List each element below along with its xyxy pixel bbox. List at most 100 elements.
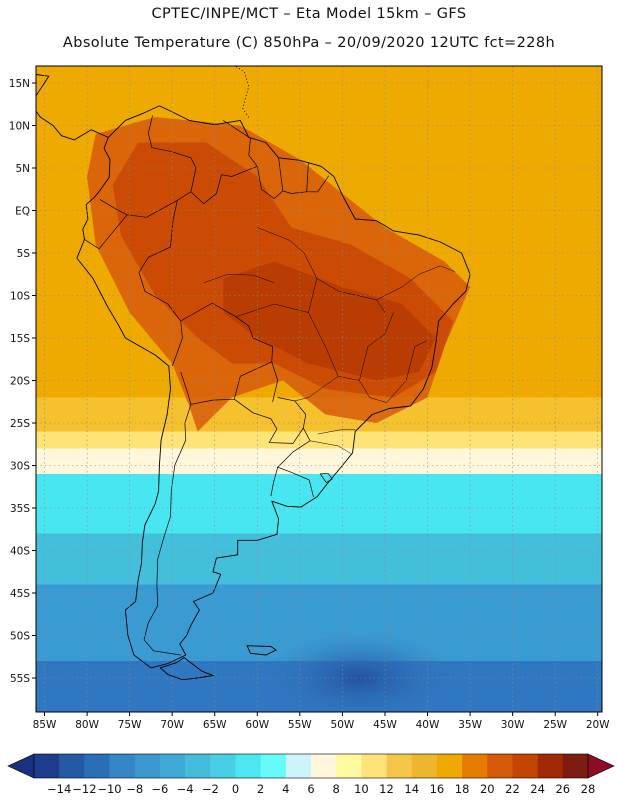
warm-core-inner <box>223 261 436 381</box>
cold-core-shading <box>264 633 455 712</box>
lon-tick-label: 40W <box>416 719 440 731</box>
colorbar-swatch <box>411 754 438 778</box>
lon-tick-label: 65W <box>203 719 227 731</box>
colorbar-swatch <box>159 754 186 778</box>
lat-tick-label: 40S <box>10 546 30 558</box>
colorbar-swatch <box>537 754 564 778</box>
lon-tick-label: 70W <box>160 719 184 731</box>
country-border <box>234 397 307 444</box>
tierra-del-fuego-coastline <box>159 657 215 681</box>
colorbar-label: 18 <box>455 782 470 796</box>
lat-tick-label: 45S <box>10 588 30 600</box>
colorbar-swatch <box>59 754 85 778</box>
colorbar-swatch <box>487 754 513 778</box>
colorbar-label: −6 <box>151 782 168 796</box>
country-border <box>256 166 330 200</box>
colorbar-swatch <box>436 754 463 778</box>
colorbar-swatch <box>336 754 362 778</box>
state-border <box>310 440 352 454</box>
temperature-band <box>36 533 602 586</box>
lat-tick-label: 25S <box>10 418 30 430</box>
country-border <box>278 157 284 191</box>
map-title: CPTEC/INPE/MCT – Eta Model 15km – GFS <box>151 6 467 22</box>
colorbar-swatch <box>512 754 538 778</box>
country-border <box>143 404 192 656</box>
colorbar-label: 8 <box>333 782 340 796</box>
map-subtitle: Absolute Temperature (C) 850hPa – 20/09/… <box>62 35 556 51</box>
temperature-band <box>36 448 602 475</box>
state-border <box>317 429 356 435</box>
lon-tick-label: 85W <box>33 719 57 731</box>
state-border <box>359 312 394 381</box>
country-border <box>270 467 279 497</box>
colorbar-swatch <box>462 754 488 778</box>
lon-tick-label: 60W <box>245 719 269 731</box>
lat-tick-label: 10N <box>9 121 30 133</box>
colorbar-swatch <box>84 754 110 778</box>
lat-tick-label: 30S <box>10 461 30 473</box>
country-border <box>190 120 258 205</box>
lat-tick-label: 5N <box>15 163 30 175</box>
colorbar-swatch <box>235 754 261 778</box>
colorbar-over-arrow <box>587 753 615 779</box>
lat-tick-label: EQ <box>15 206 30 218</box>
colorbar-label: 4 <box>282 782 289 796</box>
colorbar-label: 20 <box>480 782 495 796</box>
coastline-and-borders <box>36 66 471 681</box>
lat-tick-label: 50S <box>10 631 30 643</box>
colorbar-swatch <box>361 754 387 778</box>
temperature-band <box>36 431 602 450</box>
colorbar-label: −12 <box>72 782 96 796</box>
colorbar-label: −8 <box>126 782 143 796</box>
temperature-band <box>36 474 602 535</box>
colorbar-swatch <box>109 754 136 778</box>
lon-tick-label: 30W <box>501 719 525 731</box>
colorbar-label: 28 <box>581 782 596 796</box>
state-border <box>386 340 428 403</box>
colorbar-swatch <box>562 754 589 778</box>
colorbar-swatch <box>386 754 413 778</box>
lat-tick-label: 55S <box>10 673 30 685</box>
map-axes: 15N 10N 5N EQ 5S 10S 15S 20S 25S 30S 35S 40S 45S 50S 5… <box>9 78 610 731</box>
colorbar-label: 0 <box>232 782 239 796</box>
lat-tick-label: 5S <box>17 248 31 260</box>
colorbar-label: −10 <box>97 782 121 796</box>
colorbar-label: 24 <box>530 782 545 796</box>
colorbar-label: 14 <box>404 782 419 796</box>
colorbar-swatch <box>34 754 60 778</box>
colorbar-label: 6 <box>307 782 314 796</box>
south-america-coastline <box>76 105 471 669</box>
lat-tick-label: 20S <box>10 376 30 388</box>
colorbar-label: 12 <box>379 782 394 796</box>
lon-tick-label: 50W <box>331 719 355 731</box>
country-border <box>138 115 197 367</box>
caribbean-islands <box>234 66 250 119</box>
colorbar-label: −14 <box>47 782 71 796</box>
colorbar-label: 22 <box>505 782 520 796</box>
lon-tick-label: 35W <box>458 719 482 731</box>
country-border <box>180 361 272 405</box>
country-border <box>84 214 128 250</box>
lat-tick-label: 35S <box>10 503 30 515</box>
colorbar-label: 2 <box>257 782 264 796</box>
lon-tick-label: 55W <box>288 719 312 731</box>
state-border <box>376 265 455 301</box>
colorbar-swatch <box>134 754 161 778</box>
colorbar-label: −2 <box>202 782 219 796</box>
lat-tick-label: 10S <box>10 291 30 303</box>
colorbar-label: 16 <box>430 782 445 796</box>
colorbar-under-arrow <box>7 753 35 779</box>
state-border <box>203 274 275 284</box>
state-border <box>294 376 339 402</box>
colorbar-label: 26 <box>555 782 570 796</box>
colorbar-swatch <box>260 754 287 778</box>
colorbar-swatch <box>185 754 211 778</box>
falkland-islands-coastline <box>246 645 277 656</box>
lon-tick-label: 45W <box>373 719 397 731</box>
colorbar-swatch <box>210 754 236 778</box>
lon-tick-label: 20W <box>586 719 610 731</box>
warm-core-shading <box>87 117 471 712</box>
lon-tick-label: 25W <box>543 719 567 731</box>
state-border <box>235 303 309 318</box>
